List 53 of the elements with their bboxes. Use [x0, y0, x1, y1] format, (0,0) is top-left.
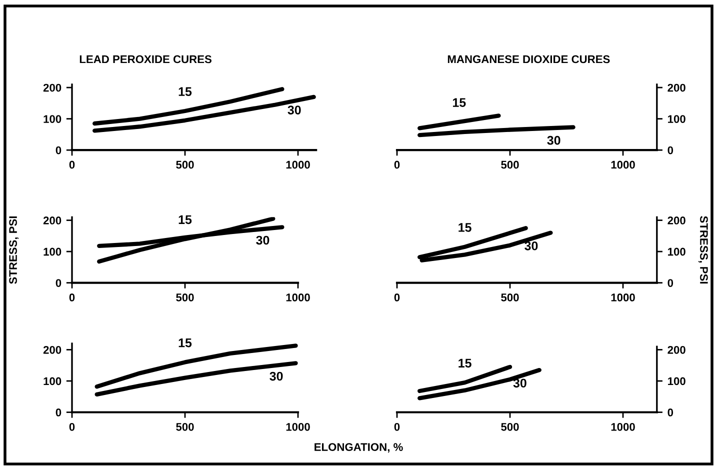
- chart-title: LEAD PEROXIDE CURES: [80, 55, 212, 64]
- chart-title: MANGANESE DIOXIDE CURES: [448, 55, 610, 64]
- y-tick-label: 100: [44, 248, 62, 256]
- x-tick-label: 0: [394, 160, 400, 169]
- series-label: 30: [270, 372, 283, 381]
- x-tick-label: 500: [176, 294, 194, 302]
- series-label: 15: [178, 87, 192, 96]
- x-tick-label: 0: [69, 160, 75, 169]
- y-tick-label: 200: [43, 84, 62, 92]
- y-tick-label: 100: [44, 115, 62, 123]
- series-label: 15: [458, 223, 472, 232]
- y-axis-title: STRESS, PSI: [9, 216, 19, 284]
- x-tick-label: 1000: [286, 294, 310, 302]
- y-axis-title: STRESS, PSI: [698, 216, 708, 284]
- y-tick-label: 100: [668, 248, 686, 256]
- series-label: 30: [256, 236, 270, 245]
- y-tick-label: 200: [668, 84, 686, 92]
- x-tick-label: 500: [501, 422, 519, 431]
- y-tick-label: 100: [668, 115, 686, 123]
- x-axis-title: ELONGATION, %: [314, 443, 403, 453]
- y-tick-label: 200: [43, 346, 62, 354]
- y-tick-label: 200: [668, 216, 686, 224]
- series-label: 30: [288, 106, 301, 114]
- series-label: 15: [458, 358, 472, 368]
- y-tick-label: 100: [44, 377, 62, 386]
- x-tick-label: 1000: [286, 160, 310, 169]
- x-tick-label: 1000: [611, 422, 635, 431]
- series-label: 30: [524, 241, 538, 250]
- x-tick-label: 0: [69, 294, 75, 302]
- y-tick-label: 0: [668, 279, 674, 287]
- y-tick-label: 0: [56, 408, 62, 416]
- y-tick-label: 0: [56, 279, 62, 287]
- y-tick-label: 100: [668, 377, 686, 386]
- x-tick-label: 1000: [286, 422, 310, 431]
- series-label: 15: [178, 215, 192, 224]
- x-tick-label: 0: [394, 294, 400, 302]
- y-tick-label: 0: [668, 408, 674, 416]
- y-tick-label: 200: [668, 346, 686, 354]
- x-tick-label: 1000: [611, 294, 635, 302]
- series-label: 15: [452, 98, 466, 107]
- y-tick-label: 0: [668, 146, 674, 154]
- x-tick-label: 0: [69, 422, 75, 431]
- x-tick-label: 0: [394, 422, 400, 431]
- series-label: 30: [513, 378, 526, 388]
- series-label: 30: [547, 136, 560, 145]
- x-tick-label: 1000: [611, 160, 635, 169]
- x-tick-label: 500: [176, 160, 194, 169]
- x-tick-label: 500: [501, 294, 519, 302]
- x-tick-label: 500: [176, 422, 194, 431]
- x-tick-label: 500: [501, 160, 519, 169]
- series-label: 15: [178, 338, 192, 348]
- y-tick-label: 200: [43, 216, 62, 224]
- y-tick-label: 0: [56, 146, 62, 154]
